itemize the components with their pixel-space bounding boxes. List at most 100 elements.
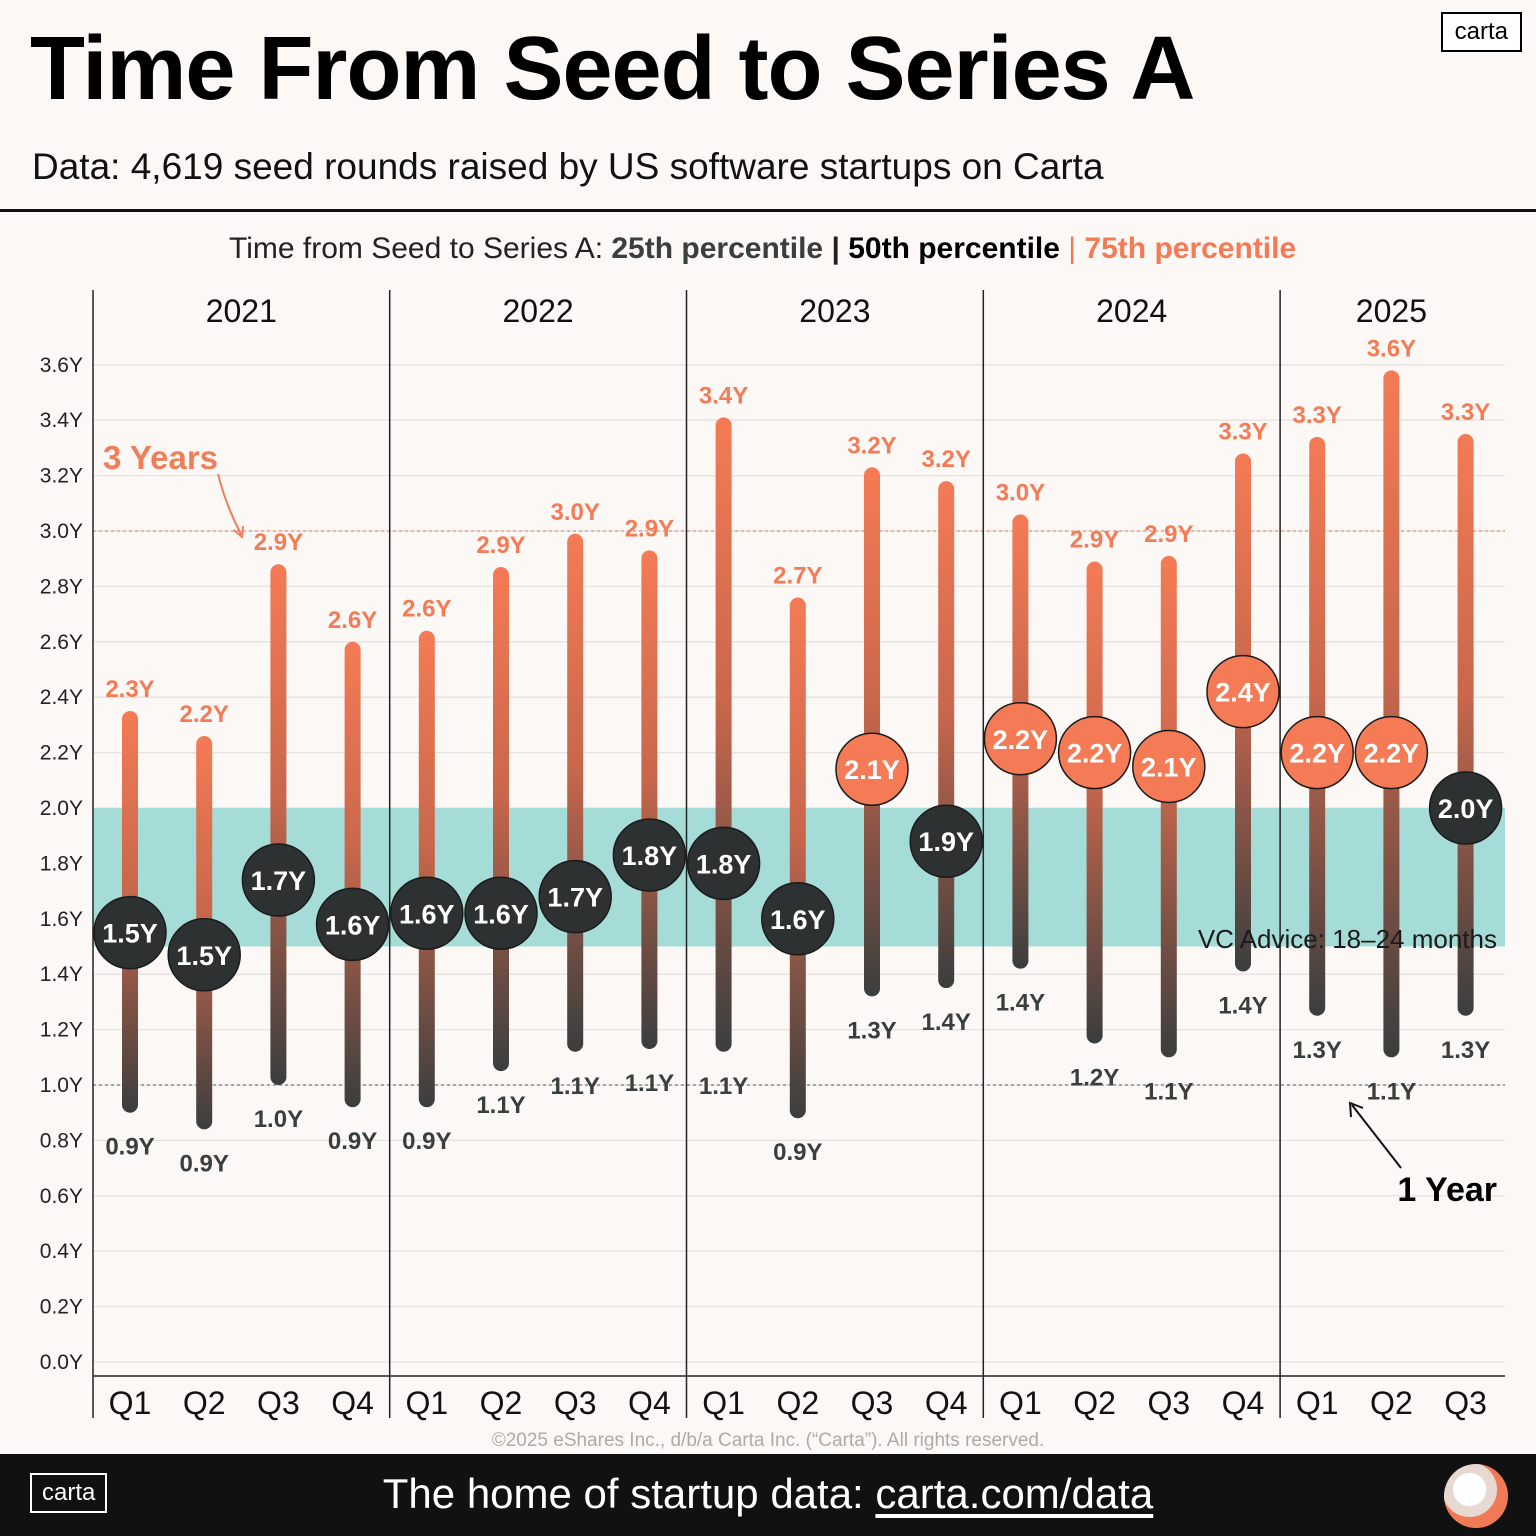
p50-label: 2.4Y (1215, 678, 1271, 708)
p25-label: 1.4Y (922, 1009, 971, 1036)
p50-label: 1.7Y (547, 883, 603, 913)
p25-label: 0.9Y (328, 1128, 377, 1155)
quarter-label: Q4 (628, 1385, 671, 1421)
median-marker (93, 895, 167, 970)
range-bar (1457, 434, 1474, 1016)
quarter-label: Q1 (1296, 1385, 1339, 1421)
p50-label: 2.0Y (1438, 794, 1494, 824)
p75-label: 2.9Y (476, 532, 525, 559)
p25-label: 1.1Y (476, 1092, 525, 1119)
range-bar (864, 467, 880, 997)
p75-label: 3.2Y (922, 446, 971, 473)
annotation-3-years: 3 Years (103, 439, 218, 476)
range-bar (418, 630, 435, 1108)
median-marker (983, 702, 1058, 776)
p75-label: 3.2Y (847, 432, 896, 459)
p50-label: 1.8Y (622, 841, 678, 871)
median-marker (686, 826, 761, 901)
p50-label: 1.6Y (399, 899, 455, 929)
range-bar (567, 533, 584, 1052)
p75-label: 3.6Y (1367, 335, 1416, 362)
y-tick-label: 3.6Y (40, 354, 83, 377)
p25-label: 1.1Y (1144, 1078, 1193, 1105)
p50-label: 2.2Y (1067, 739, 1123, 769)
quarter-label: Q3 (851, 1385, 894, 1421)
year-label: 2022 (503, 293, 574, 329)
range-bar (789, 597, 806, 1119)
p50-label: 1.9Y (918, 827, 974, 857)
p25-label: 0.9Y (180, 1150, 229, 1177)
quarter-label: Q1 (405, 1385, 448, 1421)
quarter-label: Q4 (925, 1385, 968, 1421)
y-tick-label: 2.2Y (40, 742, 83, 765)
footer-carta-logo: carta (30, 1473, 108, 1513)
p75-label: 3.3Y (1218, 418, 1267, 445)
p75-label: 2.7Y (773, 562, 822, 589)
legend-p25: 25th percentile (611, 232, 823, 265)
y-tick-label: 0.6Y (40, 1185, 83, 1208)
p25-label: 1.4Y (996, 990, 1045, 1017)
legend: Time from Seed to Series A: 25th percent… (229, 232, 1296, 265)
footer-tagline: The home of startup data: carta.com/data (0, 1470, 1536, 1518)
p50-label: 2.1Y (844, 755, 900, 785)
y-tick-label: 0.0Y (40, 1351, 83, 1374)
p75-label: 3.0Y (551, 499, 600, 526)
footer-tagline-prefix: The home of startup data: (382, 1470, 876, 1517)
p25-label: 1.3Y (1441, 1037, 1490, 1064)
copyright: ©2025 eShares Inc., d/b/a Carta Inc. (“C… (492, 1430, 1045, 1451)
quarter-label: Q1 (702, 1385, 745, 1421)
median-marker (464, 876, 538, 951)
p25-label: 1.1Y (551, 1073, 600, 1100)
quarter-label: Q2 (1073, 1385, 1116, 1421)
p75-label: 2.2Y (180, 701, 229, 728)
quarter-label: Q1 (109, 1385, 152, 1421)
quarter-label: Q2 (183, 1385, 226, 1421)
y-tick-label: 3.0Y (40, 520, 83, 543)
y-tick-label: 2.4Y (40, 686, 83, 709)
quarter-label: Q2 (480, 1385, 523, 1421)
median-marker (909, 804, 983, 878)
year-label: 2023 (799, 293, 870, 329)
range-bar (641, 550, 658, 1049)
range-bar (1160, 555, 1177, 1058)
median-marker (167, 918, 241, 992)
legend-separator: | (823, 232, 848, 265)
p25-label: 0.9Y (402, 1128, 451, 1155)
p25-label: 1.1Y (1367, 1078, 1416, 1105)
median-marker (1206, 654, 1280, 729)
quarter-label: Q2 (1370, 1385, 1413, 1421)
quarter-label: Q4 (1222, 1385, 1265, 1421)
median-marker (1057, 715, 1132, 790)
page-subtitle: Data: 4,619 seed rounds raised by US sof… (32, 146, 1104, 187)
y-tick-label: 1.4Y (40, 963, 83, 986)
annotation-1-year-arrow (1351, 1104, 1402, 1169)
p25-label: 1.2Y (1070, 1064, 1119, 1091)
p25-label: 1.1Y (625, 1070, 674, 1097)
quarter-label: Q3 (257, 1385, 300, 1421)
quarter-label: Q1 (999, 1385, 1042, 1421)
p25-label: 1.3Y (1293, 1037, 1342, 1064)
annotation-vc-advice: VC Advice: 18–24 months (1198, 924, 1497, 954)
legend-p75: 75th percentile (1084, 232, 1296, 265)
quarter-label: Q2 (776, 1385, 819, 1421)
y-tick-label: 2.8Y (40, 575, 83, 598)
p50-label: 1.7Y (251, 866, 307, 896)
y-tick-label: 3.4Y (40, 409, 83, 432)
median-marker (538, 859, 612, 934)
p50-label: 2.2Y (993, 725, 1049, 755)
y-tick-label: 0.2Y (40, 1296, 83, 1319)
y-tick-label: 2.0Y (40, 797, 83, 820)
page-title: Time From Seed to Series A (30, 19, 1195, 119)
range-bar (344, 641, 361, 1108)
range-bar (715, 417, 732, 1052)
carta-data-link[interactable]: carta.com/data (875, 1470, 1154, 1517)
p75-label: 2.9Y (254, 529, 303, 556)
carta-logo: carta (1440, 12, 1522, 52)
y-tick-label: 1.6Y (40, 908, 83, 931)
median-marker (761, 882, 835, 956)
annotation-1-year: 1 Year (1397, 1171, 1497, 1209)
quarter-label: Q3 (554, 1385, 597, 1421)
p25-label: 1.1Y (699, 1073, 748, 1100)
p75-label: 2.9Y (625, 515, 674, 542)
y-tick-label: 3.2Y (40, 465, 83, 488)
